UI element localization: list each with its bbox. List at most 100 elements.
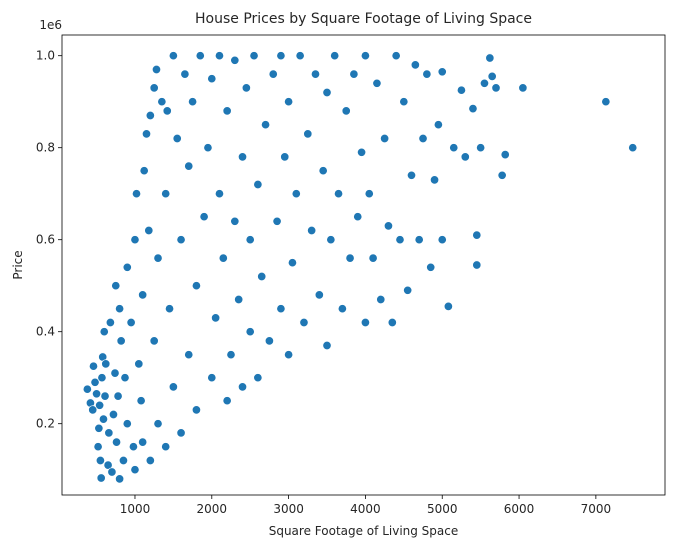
data-point	[195, 51, 205, 61]
data-point	[403, 285, 413, 295]
data-point	[188, 97, 198, 107]
data-point	[491, 83, 501, 93]
data-point	[203, 143, 213, 153]
data-point	[410, 60, 420, 70]
data-point	[90, 377, 100, 387]
x-tick-label: 2000	[197, 502, 228, 516]
data-point	[141, 129, 152, 139]
data-point	[368, 253, 378, 263]
data-point	[153, 419, 163, 429]
data-point	[310, 69, 321, 79]
data-point	[245, 327, 255, 337]
data-point	[449, 143, 459, 153]
data-point	[162, 106, 172, 116]
data-point	[88, 405, 98, 415]
x-tick-label: 7000	[581, 502, 612, 516]
data-point	[95, 455, 105, 466]
data-point	[191, 281, 201, 291]
data-point	[241, 83, 251, 93]
data-point	[218, 253, 228, 263]
data-point	[93, 442, 103, 452]
data-point	[153, 253, 163, 263]
data-point	[128, 442, 138, 452]
data-point	[383, 221, 394, 231]
y-tick-label: 1.0	[36, 49, 55, 63]
data-point	[134, 359, 144, 369]
y-tick-label: 0.8	[36, 141, 55, 155]
data-point	[422, 69, 432, 79]
data-point	[161, 189, 171, 199]
data-point	[249, 51, 259, 61]
data-point	[487, 71, 497, 81]
data-point	[108, 409, 119, 420]
data-point	[429, 175, 440, 185]
data-point	[115, 304, 125, 314]
data-point	[330, 51, 340, 61]
data-point	[161, 442, 171, 452]
data-point	[107, 467, 117, 477]
x-tick-label: 3000	[273, 502, 304, 516]
data-point	[92, 389, 102, 399]
chart-labels: 1000 2000 3000 4000 5000 6000 7000 0.2 0.4 0.6 0.8…	[11, 11, 611, 538]
data-point	[207, 74, 217, 84]
data-point	[138, 290, 148, 300]
y-tick-label: 0.6	[36, 233, 55, 247]
data-point	[120, 373, 130, 383]
data-point	[176, 235, 186, 245]
x-tick-label: 4000	[350, 502, 381, 516]
x-tick-label: 5000	[427, 502, 458, 516]
x-axis-label: Square Footage of Living Space	[269, 524, 459, 538]
data-point	[230, 55, 240, 65]
y-axis-label: Price	[11, 250, 25, 279]
data-point	[222, 106, 232, 116]
x-tick-label: 6000	[504, 502, 535, 516]
data-point	[357, 147, 367, 157]
data-point	[284, 97, 294, 107]
data-point	[284, 350, 294, 360]
data-point	[180, 69, 190, 79]
data-point	[96, 473, 106, 483]
data-point	[98, 414, 109, 424]
data-point	[406, 170, 417, 180]
data-point	[268, 69, 278, 79]
data-point	[199, 212, 209, 222]
data-point	[172, 133, 182, 144]
data-point	[184, 350, 194, 360]
data-point	[387, 317, 397, 328]
data-point	[299, 317, 309, 328]
data-point	[353, 212, 363, 222]
data-point	[479, 78, 490, 88]
data-point	[287, 258, 297, 268]
data-point	[364, 189, 374, 199]
data-point	[151, 64, 162, 75]
data-point	[414, 235, 424, 245]
data-point	[472, 260, 482, 270]
data-point	[322, 340, 332, 351]
data-point	[437, 67, 447, 77]
data-point	[149, 83, 159, 93]
data-point	[314, 290, 324, 300]
data-point	[104, 428, 114, 438]
data-point	[443, 301, 453, 311]
data-point	[214, 189, 225, 199]
data-point	[472, 230, 482, 240]
data-point	[99, 327, 109, 337]
data-point	[261, 120, 271, 130]
data-point	[113, 391, 123, 401]
data-point	[164, 304, 175, 314]
data-point	[184, 161, 194, 171]
data-point	[144, 225, 154, 236]
data-point	[214, 51, 225, 61]
data-point	[318, 166, 328, 176]
data-point	[418, 133, 428, 144]
data-point	[395, 235, 405, 245]
data-point	[211, 313, 221, 323]
y-tick-label: 0.4	[36, 325, 55, 339]
data-point	[237, 382, 248, 392]
data-point	[253, 179, 263, 190]
data-point	[101, 359, 111, 369]
data-point	[500, 150, 510, 160]
data-point	[276, 51, 286, 61]
data-point	[257, 271, 267, 282]
data-point	[333, 189, 344, 199]
